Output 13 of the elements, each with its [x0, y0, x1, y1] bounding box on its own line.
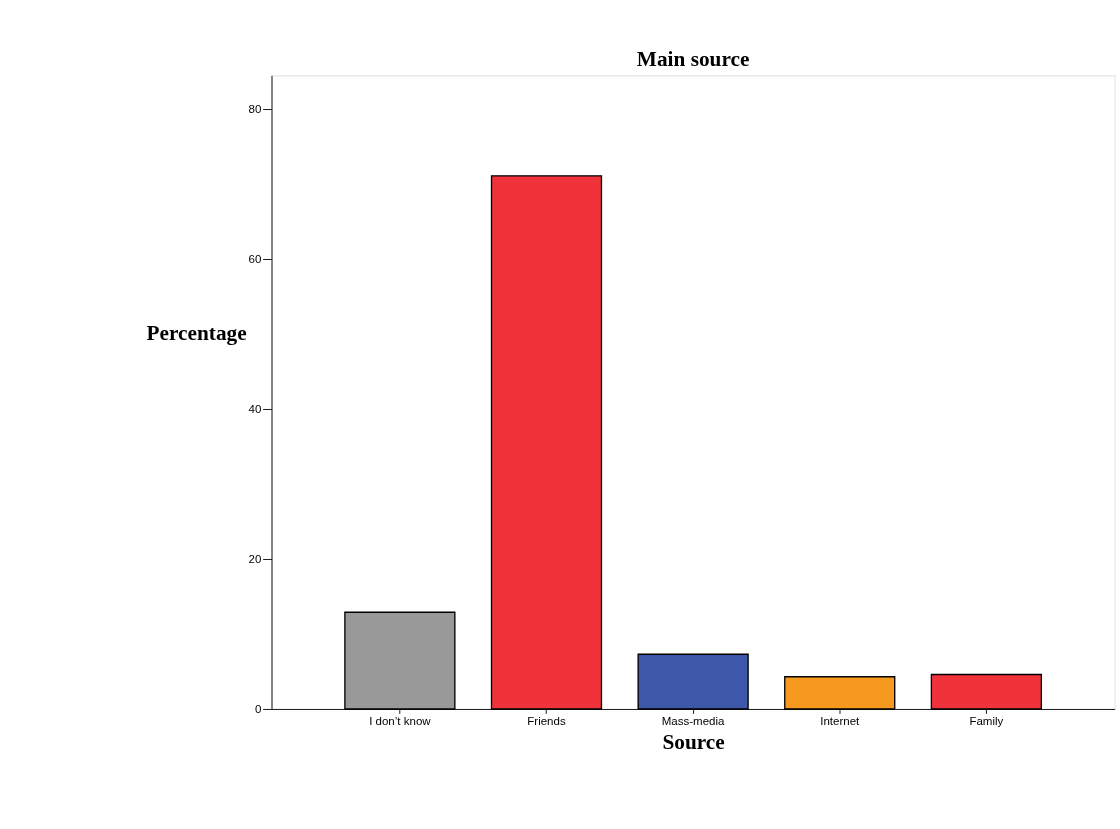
- y-tick-label: 40: [248, 403, 262, 416]
- x-tick-label: Mass-media: [661, 714, 726, 727]
- y-tick-label: 20: [248, 553, 262, 566]
- chart-title: Main source: [636, 46, 750, 71]
- x-tick-label: Family: [969, 714, 1004, 727]
- y-axis-title: Percentage: [146, 321, 247, 346]
- y-tick-label: 60: [248, 253, 262, 266]
- x-tick-label: Internet: [820, 714, 861, 727]
- x-tick-label: I don’t know: [369, 714, 432, 727]
- y-tick-label: 0: [254, 703, 262, 716]
- y-tick-label: 80: [248, 103, 262, 116]
- x-tick-label: Friends: [527, 714, 566, 727]
- x-axis-title: Source: [662, 730, 725, 755]
